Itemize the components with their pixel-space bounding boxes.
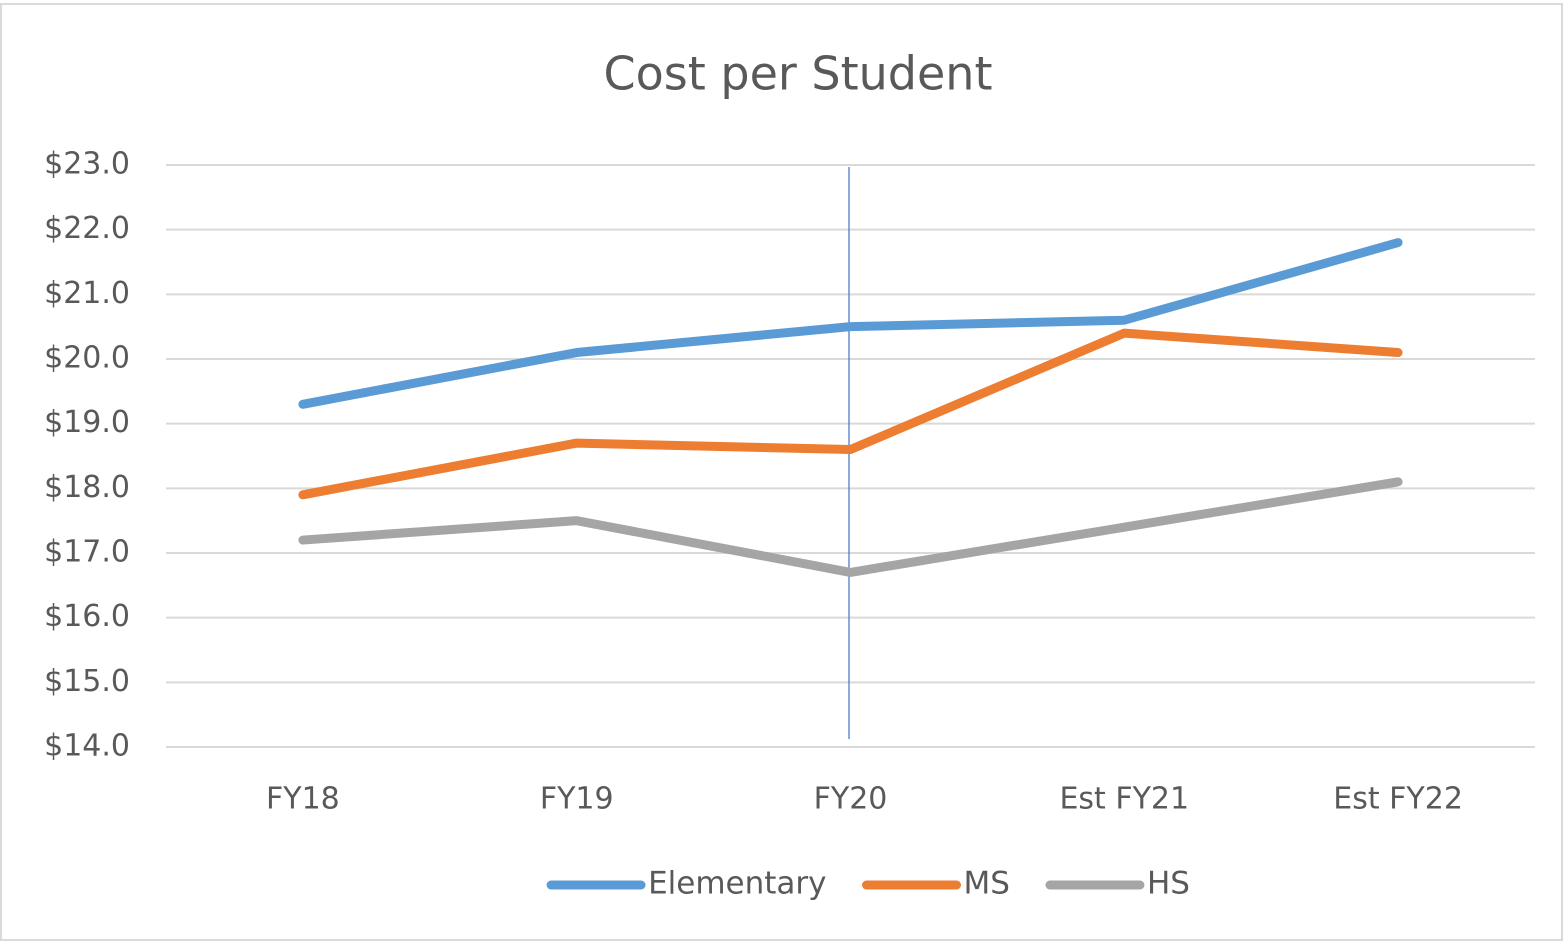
plot [298,238,1403,577]
y-tick-label: $14.0 [44,729,130,764]
legend-label: HS [1147,866,1190,902]
chart-title: Cost per Student [603,47,992,101]
chart-border [0,3,1563,941]
legend-label: Elementary [648,866,826,902]
series-line [298,238,1403,409]
y-tick-label: $19.0 [44,405,130,440]
y-tick-label: $16.0 [44,599,130,634]
y-tick-label: $22.0 [44,211,130,246]
legend-label: MS [964,866,1010,902]
y-tick-label: $20.0 [44,341,130,376]
y-tick-label: $17.0 [44,535,130,570]
series-line [298,477,1403,577]
x-tick-label: Est FY22 [1333,782,1463,817]
x-tick-label: Est FY21 [1059,782,1189,817]
y-tick-label: $23.0 [44,147,130,182]
x-tick-label: FY19 [540,782,614,817]
x-tick-label: FY18 [266,782,340,817]
y-tick-label: $21.0 [44,276,130,311]
x-tick-label: FY20 [814,782,888,817]
y-tick-label: $18.0 [44,470,130,505]
series-line [298,328,1403,500]
y-tick-label: $15.0 [44,664,130,699]
grid [166,164,1535,748]
